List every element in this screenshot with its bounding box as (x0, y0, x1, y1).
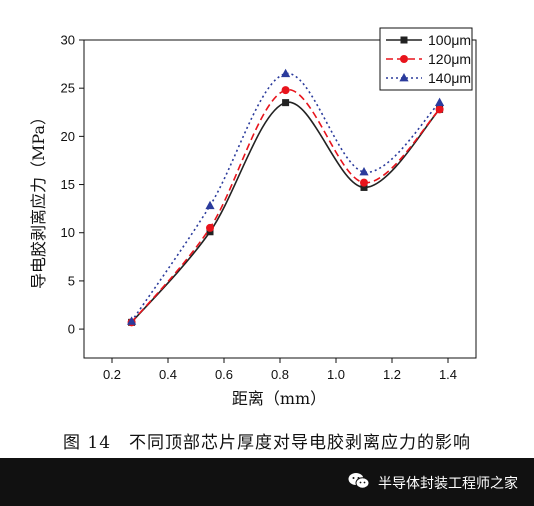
x-tick-label: 0.2 (103, 367, 121, 382)
wechat-icon (348, 472, 370, 494)
data-point (282, 99, 290, 107)
series-line (130, 72, 441, 322)
data-point (435, 105, 444, 114)
y-tick-label: 10 (61, 225, 75, 240)
data-point (359, 167, 369, 176)
data-point (281, 86, 290, 95)
y-axis-title: 导电胶剥离应力（MPa） (29, 109, 48, 289)
series-2 (127, 86, 444, 327)
y-tick-label: 0 (68, 322, 75, 337)
legend-marker (400, 36, 408, 44)
data-point (281, 68, 291, 78)
legend: 100μm 120μm 140μm (379, 27, 473, 91)
legend-entry: 140μm (386, 70, 471, 86)
legend-marker (400, 55, 408, 63)
data-point (127, 316, 137, 325)
legend-label: 120μm (428, 51, 471, 67)
x-tick-label: 1.2 (383, 367, 401, 382)
x-tick-label: 0.8 (271, 367, 289, 382)
x-tick-label: 0.6 (215, 367, 233, 382)
legend-box (379, 27, 473, 91)
data-point (435, 97, 445, 107)
series-1 (128, 99, 444, 326)
x-tick-label: 1.4 (439, 367, 457, 382)
footer-bar: 半导体封装工程师之家 (0, 458, 534, 506)
y-tick-label: 20 (61, 129, 75, 144)
y-tick-label: 30 (61, 33, 75, 48)
data-point (205, 200, 215, 210)
series-line (130, 101, 441, 323)
data-point (360, 183, 368, 191)
x-tick-label: 0.4 (159, 367, 177, 382)
watermark-text: 半导体封装工程师之家 (378, 476, 518, 492)
y-tick-label: 15 (61, 177, 75, 192)
legend-marker (399, 73, 409, 82)
data-point (360, 178, 368, 187)
data-point (206, 223, 214, 232)
y-tick-label: 5 (68, 273, 75, 288)
series-3 (127, 68, 445, 325)
legend-entry: 100μm (386, 32, 471, 48)
x-tick-label: 1.0 (327, 367, 345, 382)
watermark: 半导体封装工程师之家 (348, 472, 518, 494)
x-axis-title: 距离（mm） (232, 389, 326, 408)
figure-caption: 图 14 不同顶部芯片厚度对导电胶剥离应力的影响 (62, 433, 472, 453)
legend-entry: 120μm (386, 51, 471, 67)
series-line (130, 89, 441, 323)
y-tick-label: 25 (61, 81, 75, 96)
legend-label: 100μm (428, 32, 471, 48)
legend-label: 140μm (428, 70, 471, 86)
